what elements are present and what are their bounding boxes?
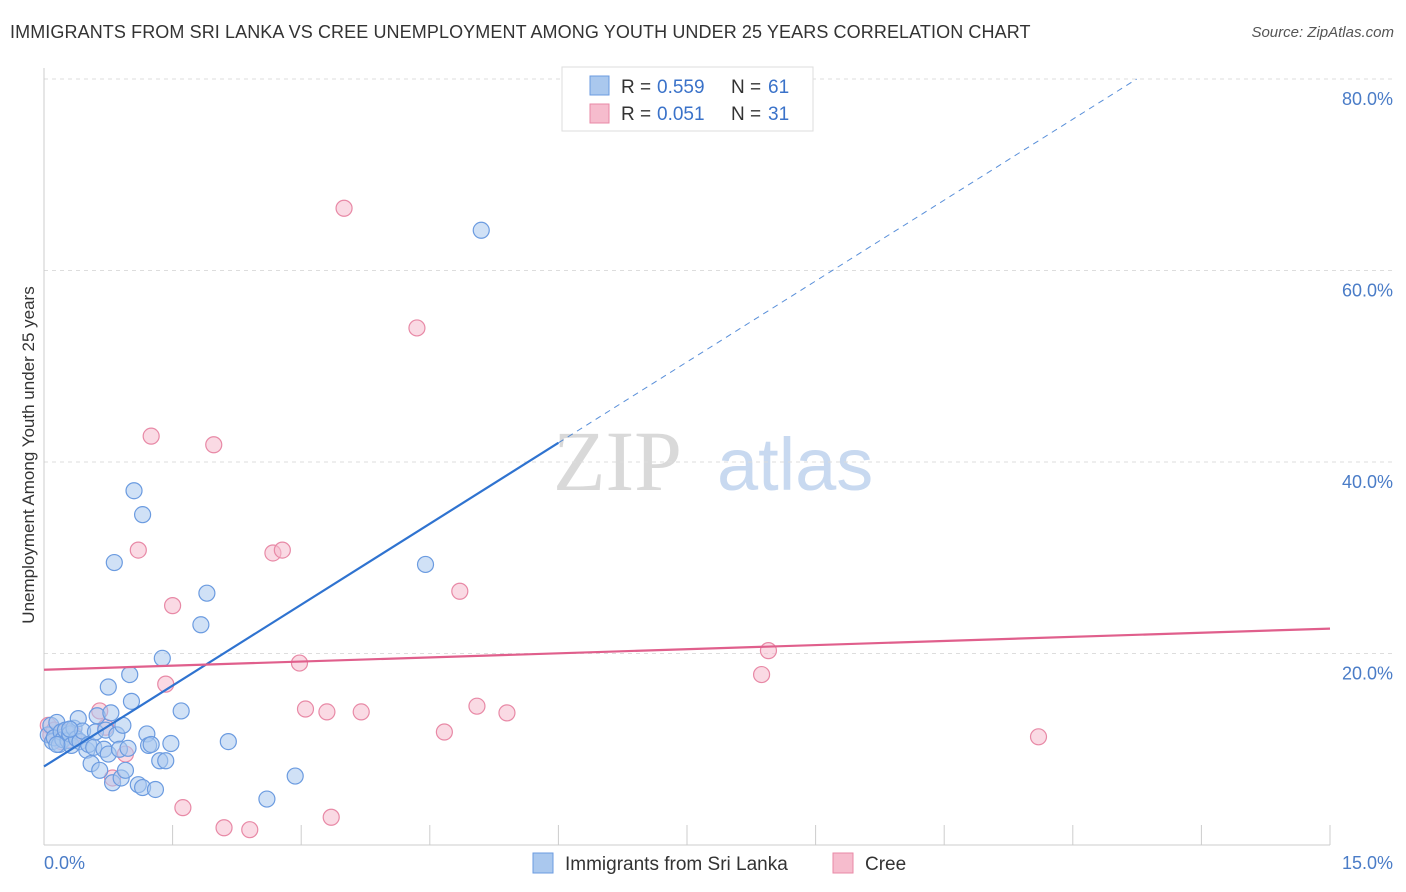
legend-r-value-0: 0.559	[657, 77, 705, 98]
watermark-zip: ZIP	[553, 413, 682, 509]
cree-point	[468, 697, 486, 715]
sri-lanka-point	[116, 761, 135, 779]
sri-lanka-point	[472, 221, 490, 239]
cree-point	[1029, 728, 1048, 746]
sri-lanka-point	[133, 506, 152, 524]
sri-lanka-point	[99, 678, 117, 696]
sri-lanka-point	[157, 752, 175, 770]
cree-point	[215, 819, 233, 837]
cree-point	[435, 723, 453, 741]
cree-point	[241, 821, 259, 839]
cree-point	[174, 799, 192, 817]
cree-trendline	[43, 627, 1331, 671]
sri-lanka-point	[48, 735, 66, 754]
legend-r-label-1: R =	[621, 104, 651, 125]
sri-lanka-trendline	[43, 441, 559, 768]
watermark-atlas: atlas	[717, 423, 873, 506]
sri-lanka-points	[39, 221, 490, 808]
sri-lanka-point	[172, 702, 190, 720]
x-tick-label-min: 0.0%	[44, 853, 85, 873]
cree-point	[498, 704, 516, 722]
cree-point	[322, 808, 340, 826]
cree-point	[335, 199, 353, 217]
y-tick-label: 40.0%	[1342, 472, 1393, 492]
sri-lanka-point	[219, 732, 237, 751]
legend-n-label-0: N =	[731, 77, 761, 98]
legend-r-value-1: 0.051	[657, 104, 705, 125]
cree-point	[451, 582, 469, 600]
bottom-legend-label-cree: Cree	[865, 854, 906, 875]
trendlines	[43, 78, 1331, 768]
chart-title: IMMIGRANTS FROM SRI LANKA VS CREE UNEMPL…	[10, 22, 1031, 42]
bottom-legend-label-sri-lanka: Immigrants from Sri Lanka	[565, 854, 788, 875]
source-label: Source: ZipAtlas.com	[1251, 24, 1394, 41]
sri-lanka-point	[153, 649, 171, 667]
legend-swatch-cree	[589, 103, 610, 124]
sri-lanka-point	[102, 704, 120, 722]
y-tick-label: 20.0%	[1342, 664, 1393, 684]
cree-point	[408, 319, 426, 337]
legend-n-value-0: 61	[768, 77, 789, 98]
y-axis-label: Unemployment Among Youth under 25 years	[19, 286, 38, 623]
sri-lanka-point	[192, 616, 210, 634]
cree-point	[290, 654, 309, 672]
axes	[43, 68, 1330, 846]
bottom-legend-swatch-sri-lanka	[532, 852, 554, 874]
y-tick-label: 60.0%	[1342, 281, 1393, 301]
cree-point	[142, 427, 160, 445]
cree-point	[352, 703, 370, 721]
cree-point	[164, 597, 182, 615]
sri-lanka-point	[122, 692, 141, 710]
bottom-legend-swatch-cree	[832, 852, 854, 874]
cree-point	[129, 541, 147, 559]
cree-point	[752, 665, 771, 684]
y-tick-labels: 20.0% 40.0% 60.0% 80.0%	[1342, 89, 1393, 684]
legend-r-label-0: R =	[621, 77, 651, 98]
sri-lanka-trendline-extension	[558, 78, 1137, 444]
legend: R = 0.559 N = 61 R = 0.051 N = 31	[561, 66, 814, 132]
y-tick-label: 80.0%	[1342, 89, 1393, 109]
sri-lanka-point	[119, 739, 137, 757]
sri-lanka-point	[258, 790, 276, 808]
sri-lanka-point	[91, 761, 109, 779]
legend-n-value-1: 31	[768, 104, 789, 125]
sri-lanka-point	[162, 734, 180, 753]
cree-point	[205, 436, 223, 454]
sri-lanka-point	[105, 553, 123, 572]
cree-point	[318, 703, 336, 721]
cree-point	[273, 541, 291, 559]
legend-n-label-1: N =	[731, 104, 761, 125]
sri-lanka-point	[286, 767, 304, 785]
sri-lanka-point	[142, 735, 160, 754]
grid	[44, 78, 1393, 654]
cree-points	[39, 199, 1048, 839]
sri-lanka-point	[146, 780, 165, 799]
sri-lanka-point	[125, 482, 143, 500]
sri-lanka-point	[198, 584, 216, 602]
bottom-legend: Immigrants from Sri Lanka Cree	[532, 852, 906, 875]
sri-lanka-point	[121, 665, 139, 684]
sri-lanka-point	[61, 720, 79, 738]
x-ticks	[43, 825, 1331, 845]
x-tick-label-max: 15.0%	[1342, 853, 1393, 873]
cree-point	[296, 700, 315, 718]
legend-swatch-sri-lanka	[589, 75, 610, 96]
cree-point	[759, 642, 778, 660]
sri-lanka-point	[416, 555, 435, 574]
